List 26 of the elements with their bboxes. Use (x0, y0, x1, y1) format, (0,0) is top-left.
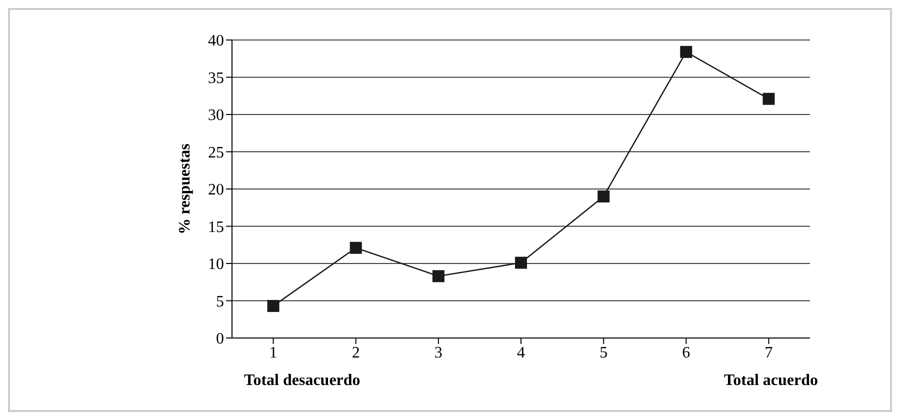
x-tick-label: 1 (269, 344, 278, 362)
point (267, 300, 280, 312)
y-tick-label: 20 (208, 182, 224, 199)
point (598, 190, 610, 202)
x-tick-label: 7 (764, 344, 773, 362)
y-tick-label: 15 (208, 218, 224, 236)
text: Total acuerdo (724, 372, 818, 390)
y-tick-label: 25 (208, 144, 224, 162)
y-tick-label: 40 (208, 32, 224, 50)
point (432, 270, 444, 282)
y-tick-label: 5 (216, 293, 224, 310)
x-tick-label: 6 (682, 344, 690, 362)
text: Total desacuerdo (244, 372, 360, 390)
y-tick-label: 35 (208, 70, 224, 87)
point (762, 92, 775, 105)
point (515, 256, 527, 269)
y-axis-title: % respuestas (176, 144, 194, 234)
x-tick-label: 5 (600, 344, 608, 362)
y-tick-label: 0 (216, 330, 224, 348)
y-tick-label: 30 (208, 107, 224, 124)
x-tick-label: 2 (352, 344, 360, 362)
point (350, 242, 362, 254)
x-tick-label: 4 (517, 344, 525, 362)
y-tick-label: 10 (208, 256, 224, 274)
x-tick-label: 3 (434, 344, 442, 362)
point (680, 46, 692, 58)
